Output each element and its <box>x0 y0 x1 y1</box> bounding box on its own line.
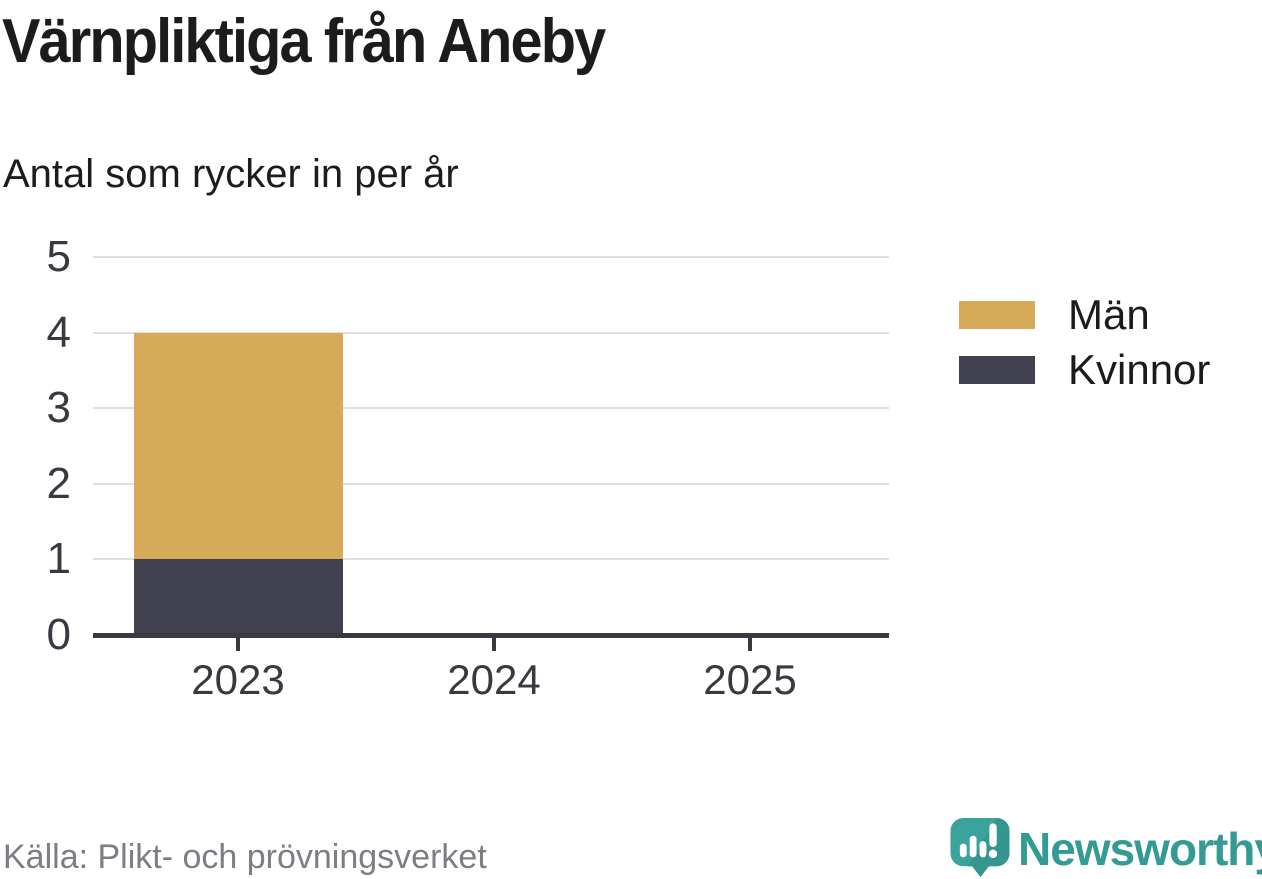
gridline-4 <box>93 331 889 334</box>
chart-speech-bubble-icon <box>950 817 1010 878</box>
y-axis-tick-label: 1 <box>46 534 71 584</box>
x-axis-tick-label: 2025 <box>703 656 797 703</box>
legend-item-Kvinnor: Kvinnor <box>959 349 1219 391</box>
gridline-3 <box>93 407 889 410</box>
x-axis-tick-2025 <box>748 637 752 651</box>
legend-label: Kvinnor <box>1068 346 1211 393</box>
legend-swatch-Kvinnor <box>959 356 1035 384</box>
legend-label: Män <box>1068 291 1150 338</box>
legend-item-Män: Män <box>959 294 1219 336</box>
gridline-5 <box>93 256 889 258</box>
x-axis-tick-2023 <box>236 637 240 651</box>
legend-swatch-Män <box>959 301 1035 329</box>
y-axis-tick-label: 0 <box>46 610 71 659</box>
brand-wordmark: Newsworthy <box>1018 823 1262 875</box>
y-axis-tick-label: 4 <box>46 307 71 357</box>
y-axis-tick-label: 5 <box>46 232 71 281</box>
source-note: Källa: Plikt- och prövningsverket <box>3 838 487 876</box>
x-axis-line <box>93 632 889 638</box>
y-axis-tick-label: 3 <box>46 383 71 433</box>
bar-segment-2023-Män <box>133 332 343 560</box>
gridline-2 <box>93 482 889 485</box>
chart-subtitle: Antal som rycker in per år <box>3 152 459 196</box>
chart-title: Värnpliktiga från Aneby <box>2 7 606 76</box>
x-axis-tick-label: 2023 <box>191 656 285 703</box>
gridline-1 <box>93 558 889 561</box>
bar-segment-2023-Kvinnor <box>133 559 343 635</box>
y-axis-tick-label: 2 <box>46 458 71 508</box>
x-axis-tick-label: 2024 <box>447 656 541 703</box>
x-axis-tick-2024 <box>492 637 496 651</box>
